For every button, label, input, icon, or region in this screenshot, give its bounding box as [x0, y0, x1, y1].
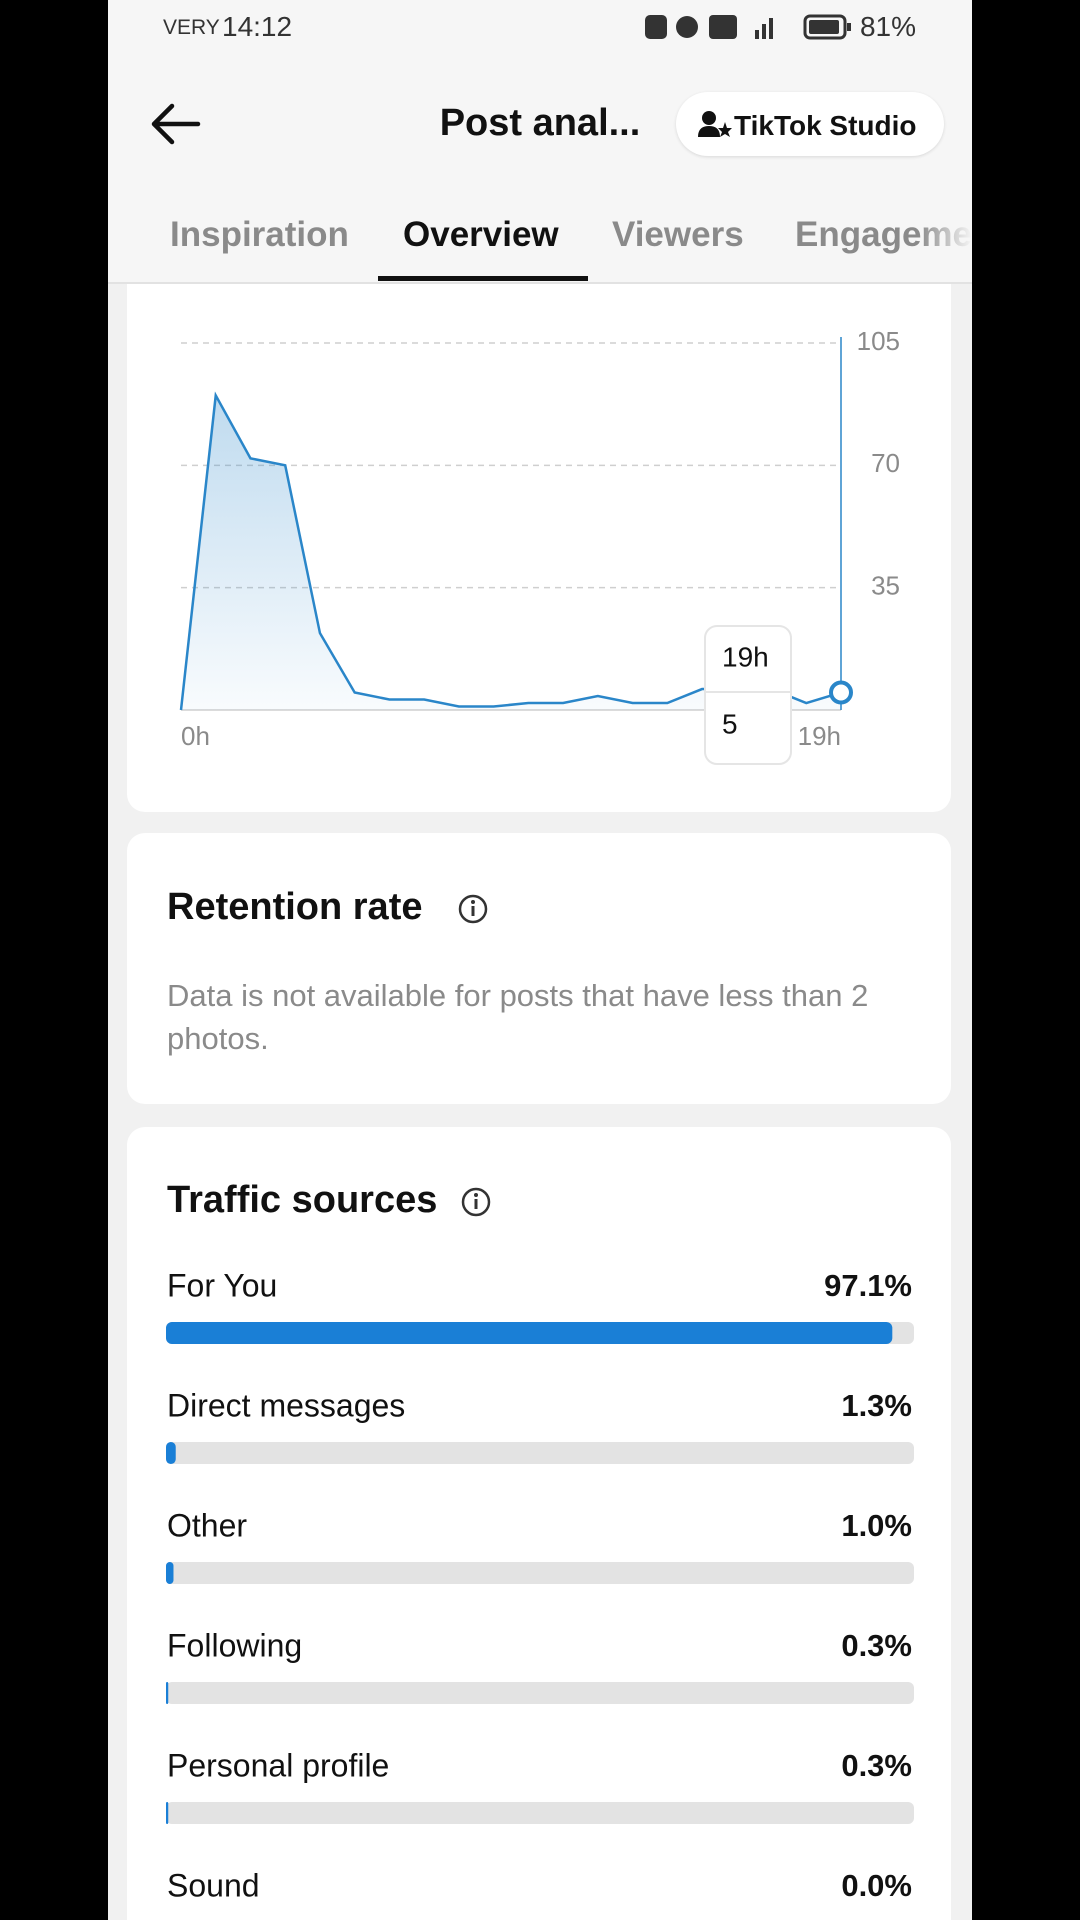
tab-indicator [378, 276, 588, 281]
source-value: 0.3% [841, 1628, 912, 1663]
source-value: 1.3% [841, 1388, 912, 1423]
traffic-title: Traffic sources [167, 1179, 438, 1221]
screen: VERY 14:12 81% Post anal... TikTok Studi… [108, 0, 972, 1920]
tooltip-value: 5 [722, 708, 738, 739]
source-label: Direct messages [167, 1387, 405, 1423]
page-title: Post anal... [439, 102, 641, 144]
back-button[interactable] [148, 100, 204, 148]
bar-track [166, 1682, 914, 1704]
y-tick-label: 35 [871, 571, 900, 601]
tab[interactable]: Inspiration [170, 215, 349, 254]
clock: 14:12 [222, 11, 293, 42]
source-label: Following [167, 1627, 302, 1663]
battery-icon [803, 14, 851, 40]
tooltip-label: 19h [722, 641, 769, 672]
x-tick-label: 19h [798, 721, 841, 751]
source-value: 0.3% [841, 1748, 912, 1783]
x-tick-label: 0h [181, 721, 210, 751]
bar [166, 1682, 169, 1704]
source-label: Sound [167, 1867, 260, 1903]
y-tick-label: 70 [871, 448, 900, 478]
bar [166, 1322, 893, 1344]
battery-level: 81% [859, 11, 916, 42]
tab[interactable]: Engageme [795, 215, 972, 254]
tab[interactable]: Viewers [612, 215, 744, 254]
info-icon[interactable] [460, 1186, 492, 1218]
studio-button[interactable]: TikTok Studio [676, 92, 944, 156]
traffic-card [127, 1127, 951, 1920]
area [181, 395, 841, 710]
source-value: 0.0% [841, 1868, 912, 1903]
studio-icon [698, 111, 732, 137]
bar-track [166, 1802, 914, 1824]
tab-active[interactable]: Overview [403, 215, 559, 254]
y-tick-label: 105 [857, 326, 900, 356]
studio-label: TikTok Studio [734, 110, 917, 141]
info-icon[interactable] [457, 893, 489, 925]
bar [166, 1442, 176, 1464]
bar [166, 1562, 174, 1584]
source-label: Other [167, 1507, 247, 1543]
retention-title: Retention rate [167, 886, 423, 928]
source-value: 1.0% [841, 1508, 912, 1543]
status-icons [645, 15, 773, 39]
bar-track [166, 1562, 914, 1584]
carrier: VERY [163, 16, 220, 39]
selected-point [829, 680, 853, 705]
retention-message: Data is not available for posts that hav… [167, 978, 869, 1056]
retention-card [127, 833, 951, 1104]
bar [166, 1802, 169, 1824]
bar-track [166, 1442, 914, 1464]
source-label: Personal profile [167, 1747, 389, 1783]
tooltip [704, 625, 792, 765]
source-label: For You [167, 1267, 277, 1303]
source-value: 97.1% [824, 1268, 912, 1303]
charts: 35 70 105 0h 19h 19h 5 For You 97.1% Direct messa… [166, 326, 914, 1903]
